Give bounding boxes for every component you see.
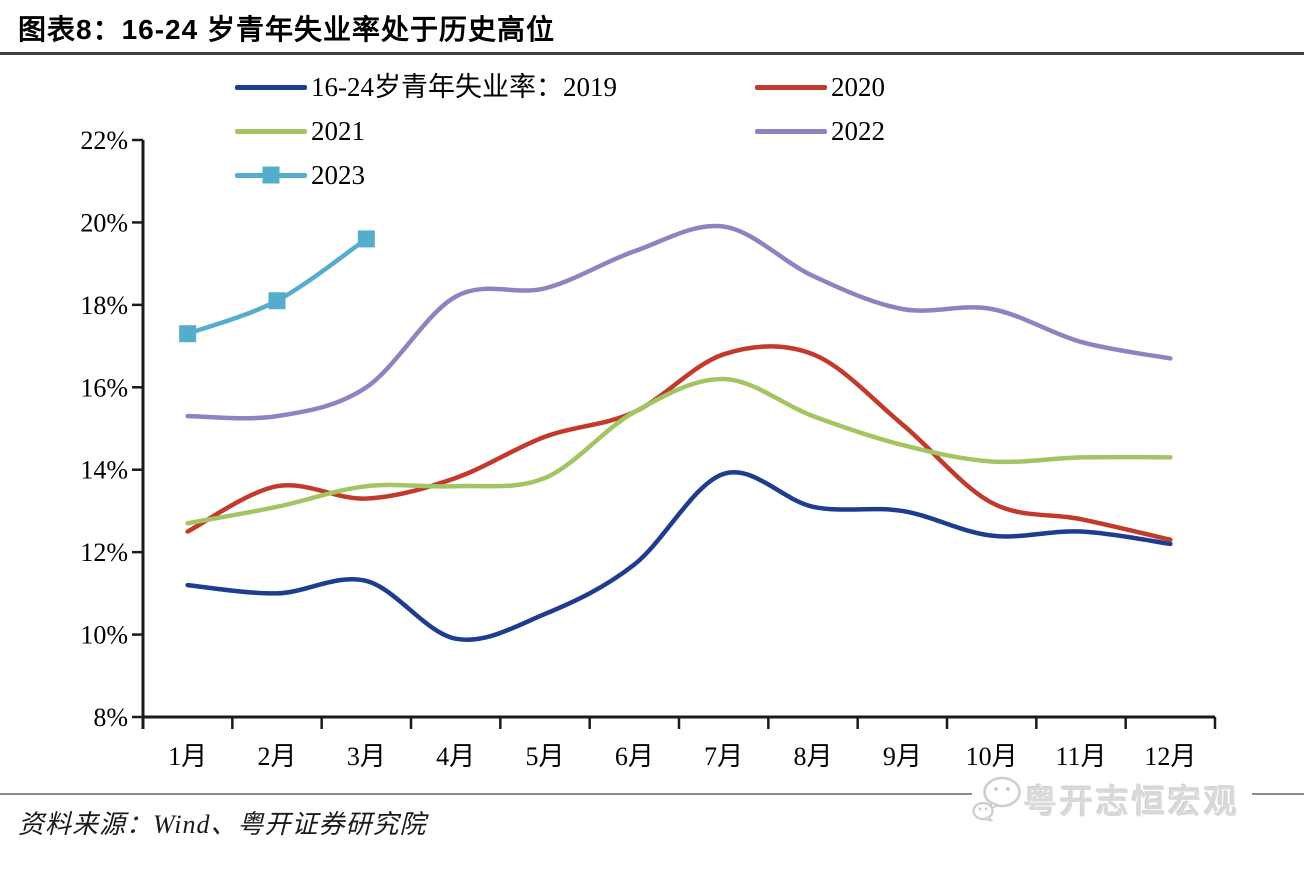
x-axis-label: 6月 xyxy=(615,742,654,771)
y-axis-label: 8% xyxy=(93,703,128,732)
title-divider xyxy=(0,52,1304,55)
x-axis-label: 10月 xyxy=(966,742,1018,771)
x-axis-label: 8月 xyxy=(793,742,832,771)
y-axis-label: 12% xyxy=(80,538,128,567)
legend-swatch xyxy=(235,128,307,134)
series-line-2021 xyxy=(185,376,1173,526)
legend-item-2019: 16-24岁青年失业率：2019 xyxy=(235,70,617,104)
watermark-text: 粤开志恒宏观 xyxy=(1024,783,1240,820)
wechat-icon xyxy=(972,776,1021,822)
x-axis-label: 9月 xyxy=(883,742,922,771)
watermark: 粤开志恒宏观 xyxy=(972,772,1252,826)
series-line-2023 xyxy=(185,236,369,336)
legend-swatch xyxy=(755,128,827,134)
x-axis-label: 5月 xyxy=(525,742,564,771)
y-axis-label: 18% xyxy=(80,291,128,320)
x-axis-label: 4月 xyxy=(436,742,475,771)
series-marker-2023 xyxy=(357,230,375,248)
legend-label: 16-24岁青年失业率：2019 xyxy=(311,72,617,102)
series-line-2019 xyxy=(185,470,1173,642)
series-marker-2023 xyxy=(179,325,197,343)
legend-swatch xyxy=(755,84,827,90)
chart-title: 图表8：16-24 岁青年失业率处于历史高位 xyxy=(18,14,555,45)
legend-swatch xyxy=(235,84,307,90)
series-line-2020 xyxy=(185,344,1173,543)
y-axis-label: 14% xyxy=(80,456,128,485)
series-marker-2023 xyxy=(268,292,286,310)
legend-marker-square xyxy=(262,166,280,184)
footer-divider xyxy=(0,793,1304,795)
y-axis-label: 20% xyxy=(80,208,128,237)
x-axis-label: 11月 xyxy=(1055,742,1106,771)
legend-label: 2020 xyxy=(831,72,885,102)
chart-legend: 16-24岁青年失业率：2019 2020 2021 2022 2023 xyxy=(0,0,1304,210)
legend-label: 2023 xyxy=(311,160,365,190)
x-axis-label: 12月 xyxy=(1144,742,1196,771)
series-line-2022 xyxy=(185,223,1173,421)
y-axis-label: 16% xyxy=(80,373,128,402)
legend-swatch xyxy=(235,166,307,184)
x-axis-label: 7月 xyxy=(704,742,743,771)
x-axis-label: 2月 xyxy=(257,742,296,771)
y-axis-label: 22% xyxy=(80,126,128,155)
x-axis-label: 1月 xyxy=(168,742,207,771)
x-axis-label: 3月 xyxy=(347,742,386,771)
legend-label: 2022 xyxy=(831,116,885,146)
legend-item-2020: 2020 xyxy=(755,70,885,104)
legend-label: 2021 xyxy=(311,116,365,146)
legend-item-2021: 2021 xyxy=(235,114,365,148)
source-note: 资料来源：Wind、粤开证券研究院 xyxy=(18,810,427,839)
legend-item-2022: 2022 xyxy=(755,114,885,148)
y-axis-label: 10% xyxy=(80,621,128,650)
legend-item-2023: 2023 xyxy=(235,158,365,192)
